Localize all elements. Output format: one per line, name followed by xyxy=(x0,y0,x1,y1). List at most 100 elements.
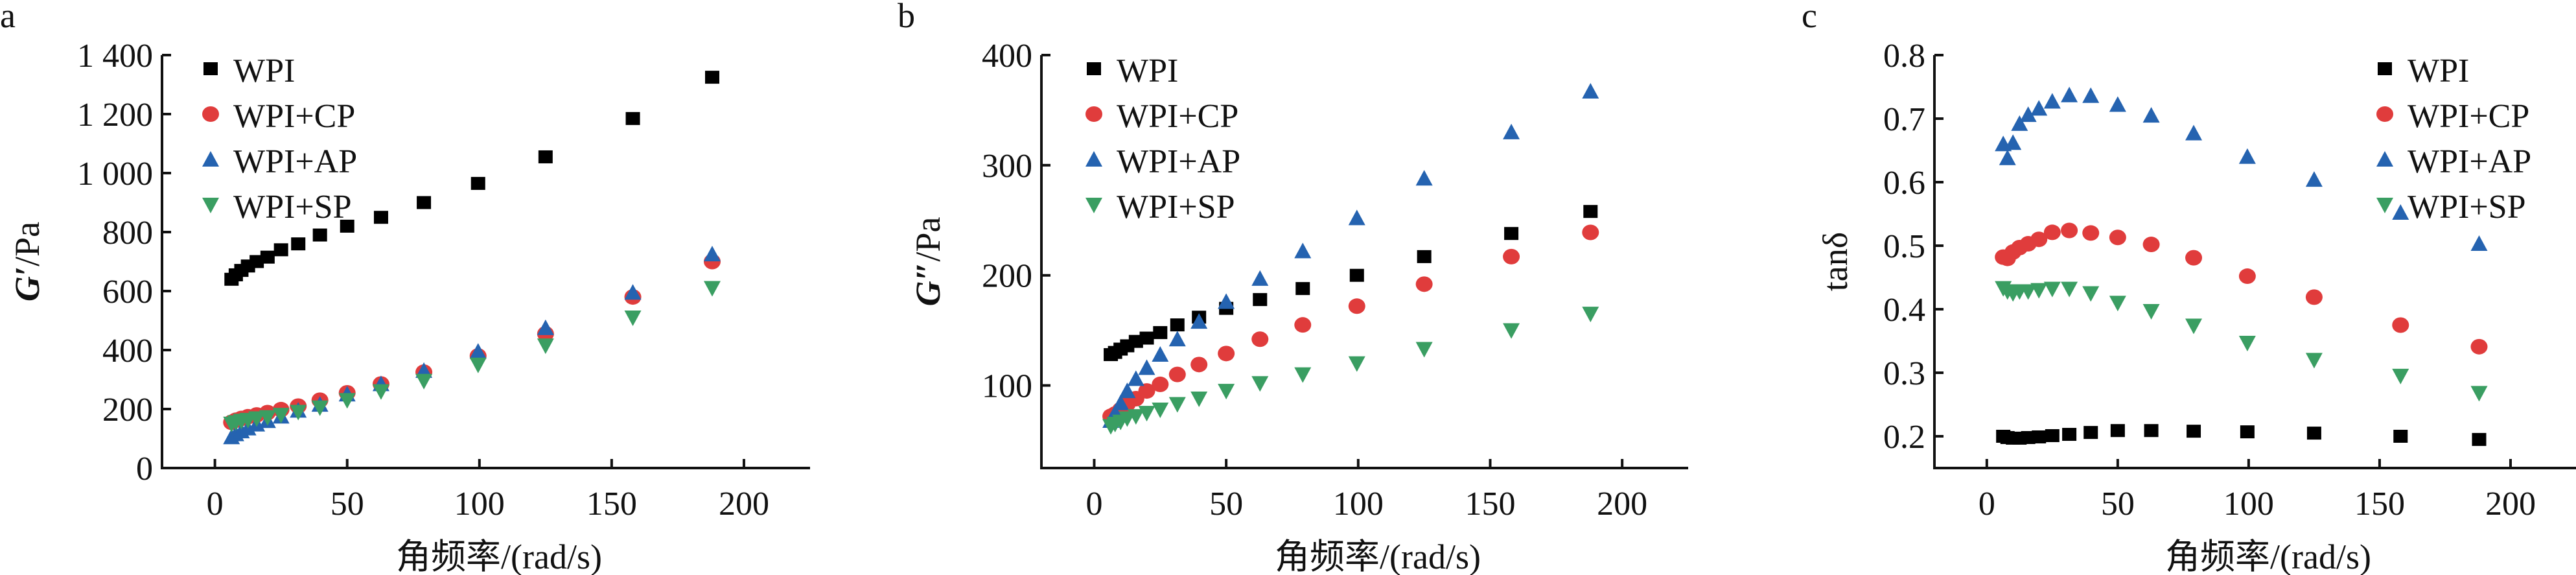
data-point xyxy=(1190,357,1208,373)
series-wpi xyxy=(1104,205,1598,362)
data-point xyxy=(1218,384,1235,400)
legend-marker xyxy=(202,151,219,167)
data-point xyxy=(1190,391,1208,407)
data-point xyxy=(1582,224,1599,241)
legend-label: WPI xyxy=(2408,53,2469,89)
data-point xyxy=(1127,370,1144,386)
x-tick-label: 100 xyxy=(1333,486,1384,522)
data-point xyxy=(2392,317,2409,333)
legend-marker xyxy=(1087,62,1101,75)
legend-marker xyxy=(202,198,219,213)
x-tick-label: 0 xyxy=(1085,486,1102,522)
data-point xyxy=(1999,149,2016,165)
data-point xyxy=(1503,323,1520,339)
data-point xyxy=(470,176,485,190)
panel-letter: c xyxy=(1802,0,1817,35)
legend: WPI WPI+CP WPI+AP WPI+SP xyxy=(202,53,357,226)
data-point xyxy=(469,357,487,373)
legend-marker xyxy=(2376,198,2393,213)
data-point xyxy=(1112,394,1130,410)
legend: WPI WPI+CP WPI+AP WPI+SP xyxy=(1085,53,1240,226)
chart-a-svg: a 0 200 400 600 800 1 000 1 200 1 400 0 50 100 150 20… xyxy=(0,0,810,575)
legend-label: WPI+SP xyxy=(233,189,351,226)
data-point xyxy=(2305,289,2323,305)
data-point xyxy=(2030,283,2048,299)
x-axis-title: 角频率/(rad/s) xyxy=(1275,537,1481,575)
y-axis-title-unit: tanδ xyxy=(1816,232,1855,291)
data-point xyxy=(1152,376,1169,392)
y-tick-label: 100 xyxy=(982,368,1032,405)
data-point xyxy=(2393,430,2408,443)
x-tick-label: 150 xyxy=(586,486,637,522)
data-point xyxy=(1348,356,1365,372)
chart-panel-c: c 0.2 0.3 0.4 0.5 0.6 0.7 0.8 0 50 100 150 200 角频率/(r… xyxy=(1750,0,2576,575)
data-point xyxy=(1127,409,1144,425)
data-point xyxy=(2061,86,2078,102)
data-point xyxy=(2109,96,2126,112)
data-point xyxy=(704,71,719,84)
data-point xyxy=(538,150,553,163)
data-point xyxy=(2185,250,2203,266)
data-point xyxy=(338,393,356,409)
x-tick-label: 200 xyxy=(2485,486,2536,522)
data-point xyxy=(1582,83,1599,99)
data-point xyxy=(2142,237,2160,253)
series-wpi-sp xyxy=(223,281,721,432)
legend-label: WPI+CP xyxy=(233,98,355,135)
legend-marker xyxy=(203,62,218,75)
data-point xyxy=(2062,428,2077,441)
data-point xyxy=(2238,148,2256,164)
data-point xyxy=(1417,250,1432,263)
legend-label: WPI+SP xyxy=(1117,189,1235,226)
data-point xyxy=(2004,134,2022,150)
data-point xyxy=(2238,335,2256,351)
data-point xyxy=(2470,338,2488,355)
data-point xyxy=(2030,100,2048,116)
data-point xyxy=(259,410,276,426)
data-point xyxy=(2019,106,2037,123)
data-point xyxy=(1415,170,1433,186)
data-point xyxy=(469,343,487,359)
data-point xyxy=(2061,222,2078,239)
x-tick-label: 0 xyxy=(207,486,224,522)
data-point xyxy=(1415,342,1433,358)
series-wpi xyxy=(224,71,719,286)
data-point xyxy=(2030,231,2048,248)
data-point xyxy=(2392,204,2409,220)
data-point xyxy=(2392,368,2409,384)
legend-label: WPI xyxy=(1117,53,1178,89)
data-point xyxy=(1294,367,1312,383)
y-tick-label: 1 000 xyxy=(77,156,153,193)
data-point xyxy=(1251,376,1269,392)
y-axis-title-symbol: G′ xyxy=(8,266,47,301)
data-point xyxy=(2306,427,2321,440)
legend-marker xyxy=(2376,106,2393,122)
data-point xyxy=(248,411,266,427)
y-axis-title-unit: /Pa xyxy=(909,217,947,262)
y-tick-label: 400 xyxy=(982,38,1032,75)
data-point xyxy=(537,319,554,335)
y-tick-label: 1 400 xyxy=(77,38,153,75)
data-point xyxy=(2185,124,2203,141)
y-axis-title: G″/Pa xyxy=(909,217,947,307)
data-point xyxy=(2061,281,2078,298)
data-point xyxy=(1294,317,1312,333)
data-point xyxy=(2043,93,2061,109)
y-tick-label: 0.8 xyxy=(1883,38,1925,75)
data-point xyxy=(1152,346,1169,362)
data-point xyxy=(311,400,329,416)
data-point xyxy=(2142,303,2160,320)
data-point xyxy=(1294,242,1312,259)
data-point xyxy=(1153,326,1168,340)
data-point xyxy=(703,281,721,297)
legend-label: WPI+CP xyxy=(1117,98,1238,135)
data-point xyxy=(625,111,640,125)
data-point xyxy=(291,237,306,251)
data-point xyxy=(415,373,433,390)
data-point xyxy=(1582,307,1599,323)
y-tick-label: 0.3 xyxy=(1883,355,1925,392)
legend-marker xyxy=(2376,151,2393,167)
legend-label: WPI+AP xyxy=(1117,143,1240,180)
data-point xyxy=(1190,313,1208,329)
data-point xyxy=(2043,281,2061,298)
